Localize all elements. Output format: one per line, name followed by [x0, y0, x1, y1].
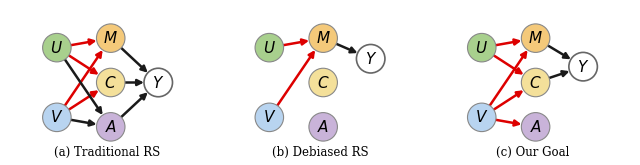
- Circle shape: [522, 24, 550, 52]
- Circle shape: [309, 113, 337, 141]
- Circle shape: [569, 52, 597, 81]
- Circle shape: [522, 113, 550, 141]
- Circle shape: [97, 68, 125, 97]
- Text: $\mathbf{\mathit{C}}$: $\mathbf{\mathit{C}}$: [317, 75, 330, 90]
- Circle shape: [43, 103, 71, 132]
- Circle shape: [309, 24, 337, 52]
- Circle shape: [467, 33, 496, 62]
- Text: $\mathbf{\mathit{A}}$: $\mathbf{\mathit{A}}$: [529, 119, 541, 135]
- Text: $\mathbf{\mathit{M}}$: $\mathbf{\mathit{M}}$: [528, 30, 543, 46]
- Text: (b) Debiased RS: (b) Debiased RS: [272, 146, 368, 159]
- Text: $\mathbf{\mathit{A}}$: $\mathbf{\mathit{A}}$: [104, 119, 117, 135]
- Circle shape: [255, 33, 284, 62]
- Text: $\mathbf{\mathit{V}}$: $\mathbf{\mathit{V}}$: [475, 109, 488, 125]
- Circle shape: [309, 68, 337, 97]
- Text: $\mathbf{\mathit{U}}$: $\mathbf{\mathit{U}}$: [476, 40, 488, 56]
- Text: $\mathbf{\mathit{U}}$: $\mathbf{\mathit{U}}$: [263, 40, 276, 56]
- Text: (a) Traditional RS: (a) Traditional RS: [54, 146, 161, 159]
- Circle shape: [144, 68, 173, 97]
- Text: $\mathbf{\mathit{C}}$: $\mathbf{\mathit{C}}$: [529, 75, 542, 90]
- Text: $\mathbf{\mathit{V}}$: $\mathbf{\mathit{V}}$: [262, 109, 276, 125]
- Text: $\mathbf{\mathit{U}}$: $\mathbf{\mathit{U}}$: [51, 40, 63, 56]
- Circle shape: [522, 68, 550, 97]
- Circle shape: [356, 45, 385, 73]
- Circle shape: [97, 113, 125, 141]
- Text: $\mathbf{\mathit{M}}$: $\mathbf{\mathit{M}}$: [103, 30, 118, 46]
- Text: $\mathbf{\mathit{Y}}$: $\mathbf{\mathit{Y}}$: [577, 59, 589, 75]
- Text: $\mathbf{\mathit{M}}$: $\mathbf{\mathit{M}}$: [316, 30, 330, 46]
- Text: $\mathbf{\mathit{V}}$: $\mathbf{\mathit{V}}$: [50, 109, 63, 125]
- Text: $\mathbf{\mathit{Y}}$: $\mathbf{\mathit{Y}}$: [152, 75, 164, 90]
- Text: $\mathbf{\mathit{C}}$: $\mathbf{\mathit{C}}$: [104, 75, 117, 90]
- Text: $\mathbf{\mathit{A}}$: $\mathbf{\mathit{A}}$: [317, 119, 329, 135]
- Text: $\mathbf{\mathit{Y}}$: $\mathbf{\mathit{Y}}$: [365, 51, 377, 67]
- Circle shape: [43, 33, 71, 62]
- Text: (c) Our Goal: (c) Our Goal: [496, 146, 569, 159]
- Circle shape: [467, 103, 496, 132]
- Circle shape: [255, 103, 284, 132]
- Circle shape: [97, 24, 125, 52]
